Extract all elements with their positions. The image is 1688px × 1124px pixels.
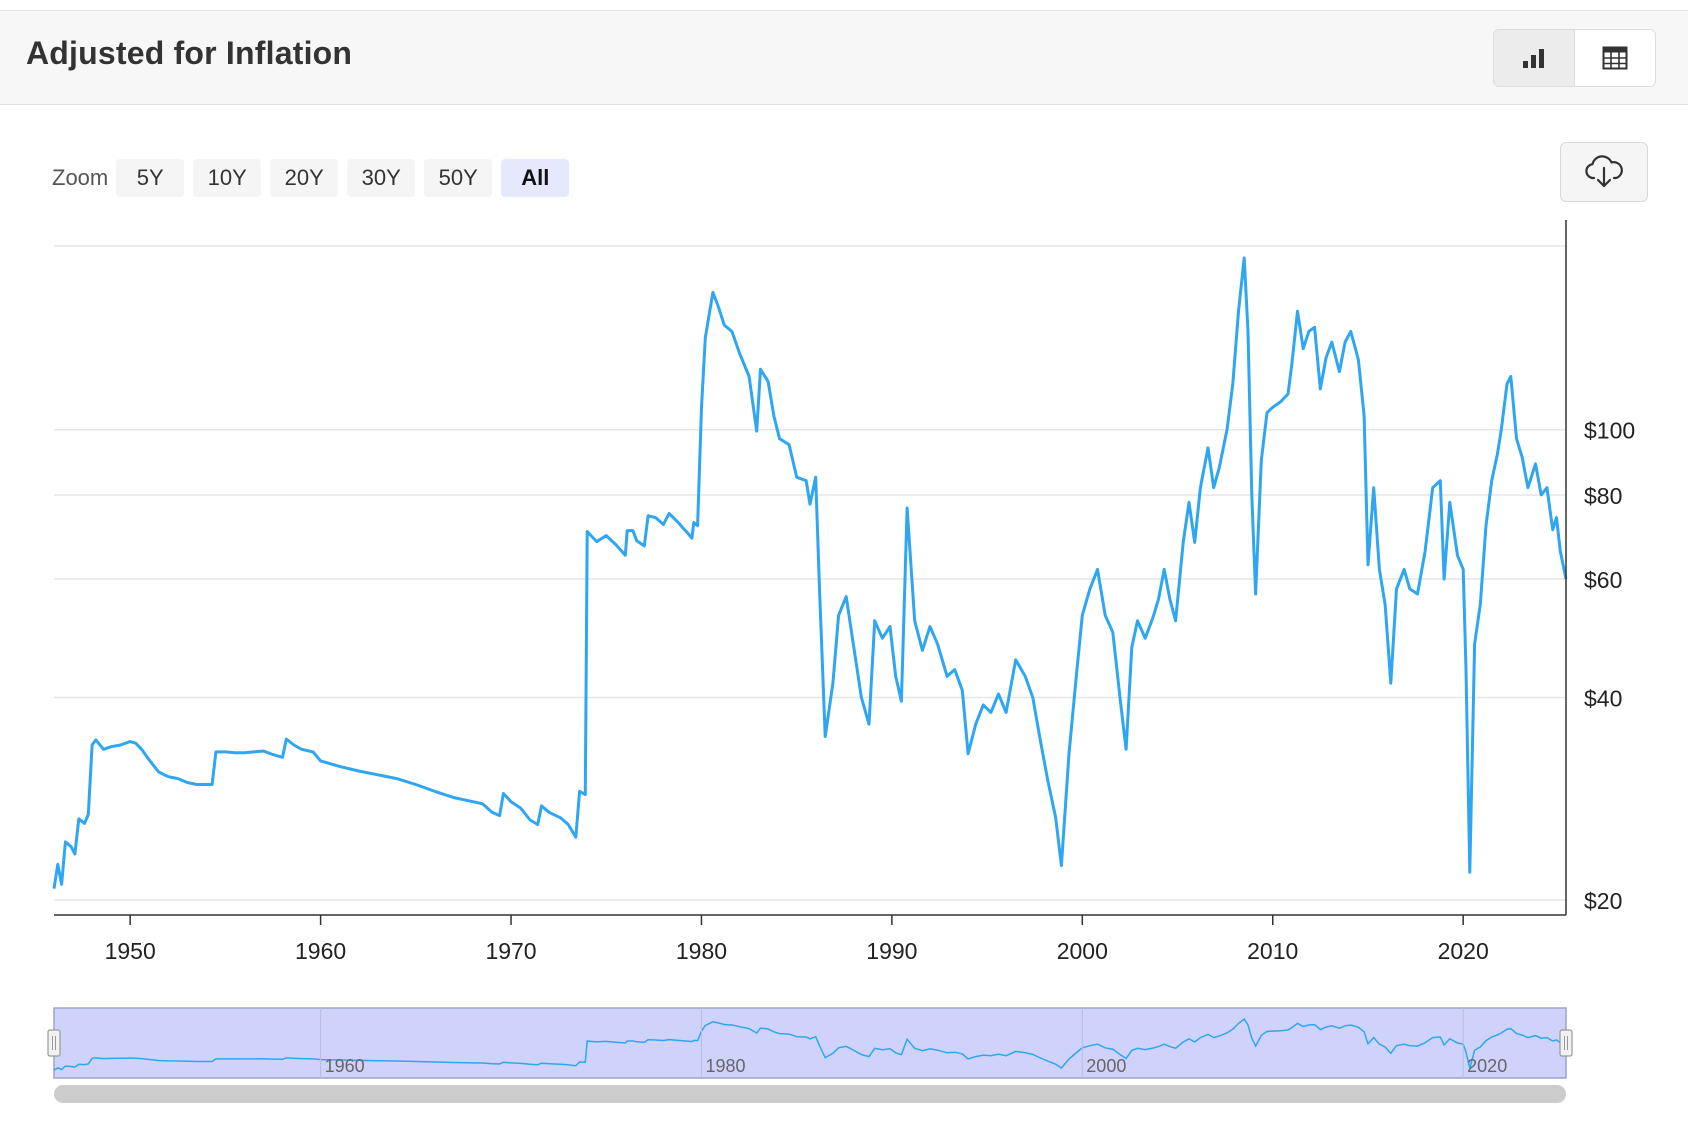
- grid-lines: [54, 245, 1566, 901]
- axes: $20 $40 $60 $80 $100 1950 1960 1970 1980 1990 2000…: [54, 220, 1635, 964]
- x-tick-label: 1980: [676, 938, 727, 964]
- zoom-all-button[interactable]: All: [501, 159, 570, 197]
- table-icon: [1602, 46, 1628, 70]
- x-tick-label: 1950: [105, 938, 156, 964]
- download-button[interactable]: [1560, 142, 1648, 202]
- zoom-50y-button[interactable]: 50Y: [424, 159, 493, 197]
- x-tick-label: 1960: [295, 938, 346, 964]
- navigator-selection[interactable]: [53, 1007, 1567, 1079]
- bar-chart-icon: [1523, 49, 1544, 68]
- navigator-scrollbar[interactable]: [54, 1085, 1566, 1103]
- y-tick-label: $60: [1584, 567, 1622, 593]
- x-tick-label: 2020: [1438, 938, 1489, 964]
- navigator-label: 2000: [1086, 1056, 1126, 1076]
- view-toggle: [1493, 29, 1656, 87]
- zoom-label: Zoom: [52, 165, 109, 190]
- table-view-button[interactable]: [1574, 30, 1655, 86]
- zoom-controls: Zoom 5Y 10Y 20Y 30Y 50Y All: [52, 159, 578, 197]
- y-tick-label: $100: [1584, 418, 1635, 444]
- x-tick-label: 1970: [485, 938, 536, 964]
- chart-view-button[interactable]: [1494, 30, 1574, 86]
- navigator: 1960 1980 2000 2020: [47, 1007, 1573, 1103]
- x-tick-label: 2010: [1247, 938, 1298, 964]
- y-tick-label: $20: [1584, 888, 1622, 914]
- zoom-5y-button[interactable]: 5Y: [116, 159, 185, 197]
- chart-panel: Adjusted for Inflation: [0, 10, 1688, 1124]
- navigator-handle-left[interactable]: [47, 1029, 61, 1057]
- y-tick-label: $80: [1584, 483, 1622, 509]
- y-tick-label: $40: [1584, 685, 1622, 711]
- zoom-30y-button[interactable]: 30Y: [347, 159, 416, 197]
- series-line: [52, 256, 1568, 889]
- navigator-label: 2020: [1467, 1056, 1507, 1076]
- panel-header: Adjusted for Inflation: [0, 11, 1688, 105]
- navigator-handle-right[interactable]: [1559, 1029, 1573, 1057]
- plot-area: [52, 256, 1568, 889]
- navigator-series-line: [53, 1018, 1567, 1071]
- navigator-label: 1980: [705, 1056, 745, 1076]
- x-tick-label: 1990: [866, 938, 917, 964]
- zoom-10y-button[interactable]: 10Y: [193, 159, 262, 197]
- navigator-label: 1960: [325, 1056, 365, 1076]
- zoom-20y-button[interactable]: 20Y: [270, 159, 339, 197]
- cloud-download-icon: [1585, 155, 1623, 188]
- x-tick-label: 2000: [1057, 938, 1108, 964]
- page-title: Adjusted for Inflation: [26, 35, 353, 71]
